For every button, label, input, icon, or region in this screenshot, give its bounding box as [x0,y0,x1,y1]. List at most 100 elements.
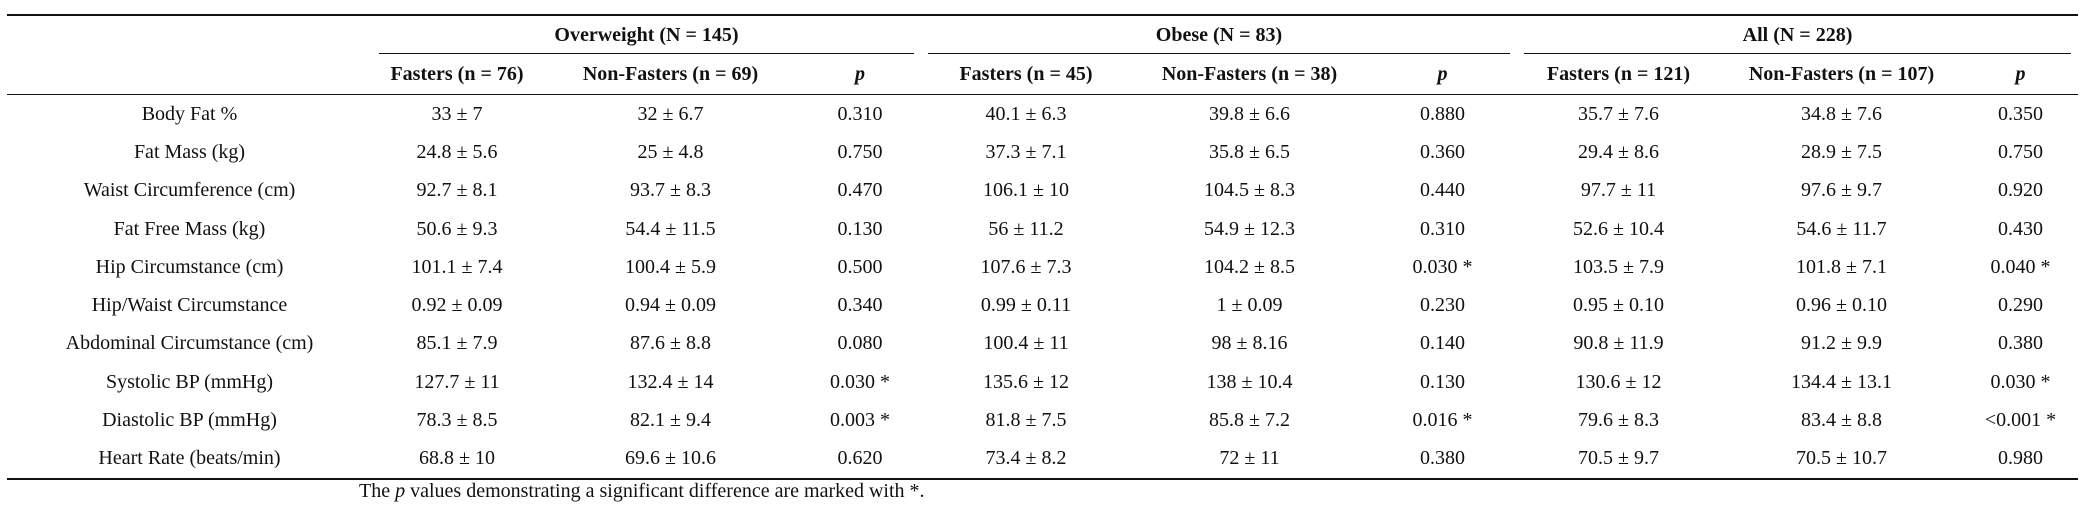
cell: 0.016 * [1412,409,1473,432]
cell: 0.95 ± 0.10 [1573,294,1664,317]
cell: <0.001 * [1984,409,2057,432]
cell: 0.003 * [830,409,890,432]
cell: 97.6 ± 9.7 [1801,179,1882,202]
footnote-italic: p [395,480,406,502]
cell: 0.380 [1998,332,2043,355]
row-label: Fat Free Mass (kg) [113,217,266,240]
cell: 0.340 [837,294,883,317]
cell: 132.4 ± 14 [627,370,714,393]
table-row: Hip Circumstance (cm) 101.1 ± 7.4 100.4 ± … [7,248,2078,286]
cell: 0.99 ± 0.11 [980,294,1072,317]
cell: 1 ± 0.09 [1216,294,1283,317]
table-row: Abdominal Circumstance (cm) 85.1 ± 7.9 87.… [7,325,2078,363]
cell: 0.030 * [1412,255,1473,278]
cell: 37.3 ± 7.1 [985,140,1067,163]
cell: 104.2 ± 8.5 [1204,255,1295,278]
cell: 0.130 [837,217,883,240]
cell: 85.1 ± 7.9 [416,332,498,355]
cell: 0.980 [1998,447,2043,470]
table-row: Heart Rate (beats/min) 68.8 ± 10 69.6 ± 10… [7,440,2078,479]
cell: 127.7 ± 11 [414,370,500,393]
cell: 34.8 ± 7.6 [1801,102,1882,125]
cell: 81.8 ± 7.5 [985,409,1067,432]
group-header: Overweight (N = 145) [372,15,921,54]
cell: 0.430 [1998,217,2043,240]
column-header: Fasters (n = 45) [921,54,1131,95]
group-label: Obese (N = 83) [928,17,1510,54]
cell: 0.920 [1998,179,2043,202]
cell: 0.750 [1998,140,2043,163]
cell: 106.1 ± 10 [983,179,1069,202]
cell: 100.4 ± 11 [983,332,1069,355]
table-head: Overweight (N = 145) Obese (N = 83) All … [7,15,2079,95]
table-row: Fat Free Mass (kg) 50.6 ± 9.3 54.4 ± 11.5 0… [7,210,2078,248]
cell: 24.8 ± 5.6 [416,140,498,163]
cell: 39.8 ± 6.6 [1209,102,1290,125]
cell: 78.3 ± 8.5 [416,409,498,432]
footnote-text: values demonstrating a significant diffe… [405,480,925,502]
cell: 134.4 ± 13.1 [1791,370,1892,393]
column-header: p [799,54,921,95]
cell: 0.750 [837,140,883,163]
cell: 0.290 [1998,294,2043,317]
group-header: Obese (N = 83) [921,15,1517,54]
cell: 0.310 [837,102,883,125]
cell: 0.440 [1420,179,1465,202]
cell: 35.8 ± 6.5 [1209,140,1290,163]
cell: 90.8 ± 11.9 [1573,332,1664,355]
cell: 25 ± 4.8 [637,140,704,163]
results-table: Overweight (N = 145) Obese (N = 83) All … [7,14,2079,480]
cell: 35.7 ± 7.6 [1578,102,1659,125]
column-header: p [1368,54,1517,95]
cell: 50.6 ± 9.3 [416,217,498,240]
cell: 52.6 ± 10.4 [1573,217,1664,240]
column-row: Fasters (n = 76) Non-Fasters (n = 69) p Fas… [7,54,2079,95]
row-label: Body Fat % [141,102,238,125]
cell: 0.500 [837,255,883,278]
cell: 79.6 ± 8.3 [1578,409,1659,432]
cell: 85.8 ± 7.2 [1209,409,1290,432]
cell: 54.9 ± 12.3 [1204,217,1295,240]
cell: 28.9 ± 7.5 [1801,140,1882,163]
cell: 104.5 ± 8.3 [1204,179,1295,202]
row-label: Heart Rate (beats/min) [98,447,281,470]
cell: 97.7 ± 11 [1580,179,1657,202]
cell: 0.030 * [830,370,890,393]
cell: 98 ± 8.16 [1211,332,1288,355]
row-label: Systolic BP (mmHg) [105,370,274,393]
cell: 0.080 [837,332,883,355]
corner [7,54,372,95]
cell: 0.92 ± 0.09 [411,294,503,317]
cell: 0.360 [1420,140,1465,163]
group-row: Overweight (N = 145) Obese (N = 83) All … [7,15,2078,54]
column-header: Non-Fasters (n = 38) [1131,54,1368,95]
row-label: Diastolic BP (mmHg) [102,409,277,432]
cell: 0.230 [1420,294,1465,317]
cell: 100.4 ± 5.9 [625,255,716,278]
cell: 0.94 ± 0.09 [625,294,716,317]
table-body: Body Fat % 33 ± 7 32 ± 6.7 0.310 40.1 ± 6.3 3… [7,95,2078,479]
row-label: Abdominal Circumstance (cm) [65,332,314,355]
cell: 103.5 ± 7.9 [1573,255,1664,278]
cell: 72 ± 11 [1219,447,1280,470]
cell: 93.7 ± 8.3 [630,179,711,202]
cell: 101.1 ± 7.4 [411,255,503,278]
row-label: Hip Circumstance (cm) [95,255,284,278]
group-header: All (N = 228) [1517,15,2078,54]
cell: 56 ± 11.2 [988,217,1064,240]
cell: 33 ± 7 [431,102,483,125]
cell: 130.6 ± 12 [1575,370,1662,393]
cell: 83.4 ± 8.8 [1801,409,1882,432]
column-header: Non-Fasters (n = 69) [542,54,799,95]
cell: 68.8 ± 10 [419,447,495,470]
cell: 0.880 [1420,102,1465,125]
row-label: Hip/Waist Circumstance [91,294,288,317]
cell: 107.6 ± 7.3 [980,255,1072,278]
cell: 0.620 [837,447,883,470]
cell: 0.380 [1420,447,1465,470]
cell: 29.4 ± 8.6 [1578,140,1659,163]
column-header: Non-Fasters (n = 107) [1720,54,1963,95]
cell: 70.5 ± 9.7 [1578,447,1659,470]
